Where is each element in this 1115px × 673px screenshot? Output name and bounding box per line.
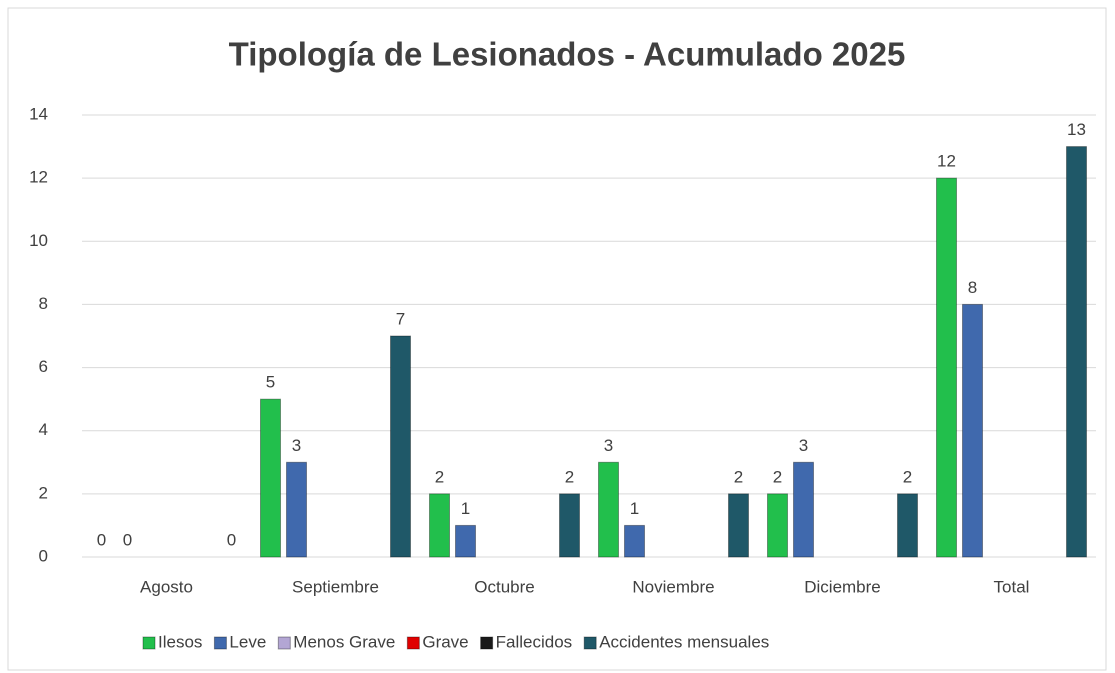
data-label: 8 [968,278,977,297]
legend-swatch [583,636,597,650]
legend-label: Leve [229,632,266,651]
legend-label: Accidentes mensuales [599,632,769,651]
data-label: 2 [734,467,743,486]
x-tick-label: Septiembre [292,577,379,596]
legend-label: Menos Grave [293,632,395,651]
bar [260,398,281,558]
chart-title: Tipología de Lesionados - Acumulado 2025 [229,36,906,73]
data-label: 2 [773,467,782,486]
legend-swatch [213,636,227,650]
y-tick-label: 10 [29,231,48,250]
data-label: 3 [292,436,301,455]
y-tick-label: 8 [39,294,48,313]
bar [936,177,957,558]
x-tick-label: Total [994,577,1030,596]
bar [559,493,580,558]
data-label: 2 [435,467,444,486]
data-label: 3 [799,436,808,455]
bar [793,461,814,558]
data-label: 12 [937,152,956,171]
y-tick-label: 12 [29,168,48,187]
bar [429,493,450,558]
bar [624,524,645,558]
legend-swatch [406,636,420,650]
legend-swatch [277,636,291,650]
data-label: 0 [123,530,132,549]
data-label: 0 [97,530,106,549]
y-tick-label: 4 [39,420,48,439]
bar [767,493,788,558]
y-tick-label: 2 [39,483,48,502]
y-tick-label: 14 [29,104,48,123]
data-label: 2 [903,467,912,486]
bar [598,461,619,558]
chart-frame [7,7,1107,671]
legend-swatch [480,636,494,650]
data-label: 2 [565,467,574,486]
bar [962,303,983,558]
bar [728,493,749,558]
data-label: 5 [266,373,275,392]
y-tick-label: 6 [39,357,48,376]
legend-label: Fallecidos [496,632,573,651]
data-label: 3 [604,436,613,455]
x-tick-label: Octubre [474,577,534,596]
bar [286,461,307,558]
legend-label: Ilesos [158,632,202,651]
bar [390,335,411,558]
data-label: 1 [630,499,639,518]
x-tick-label: Agosto [140,577,193,596]
bar [455,524,476,558]
data-label: 1 [461,499,470,518]
legend-label: Grave [422,632,468,651]
bar [897,493,918,558]
data-label: 7 [396,309,405,328]
data-label: 13 [1067,120,1086,139]
data-label: 0 [227,530,236,549]
x-tick-label: Diciembre [804,577,881,596]
legend-swatch [142,636,156,650]
y-tick-label: 0 [39,546,48,565]
bar [1066,146,1087,558]
x-tick-label: Noviembre [632,577,714,596]
